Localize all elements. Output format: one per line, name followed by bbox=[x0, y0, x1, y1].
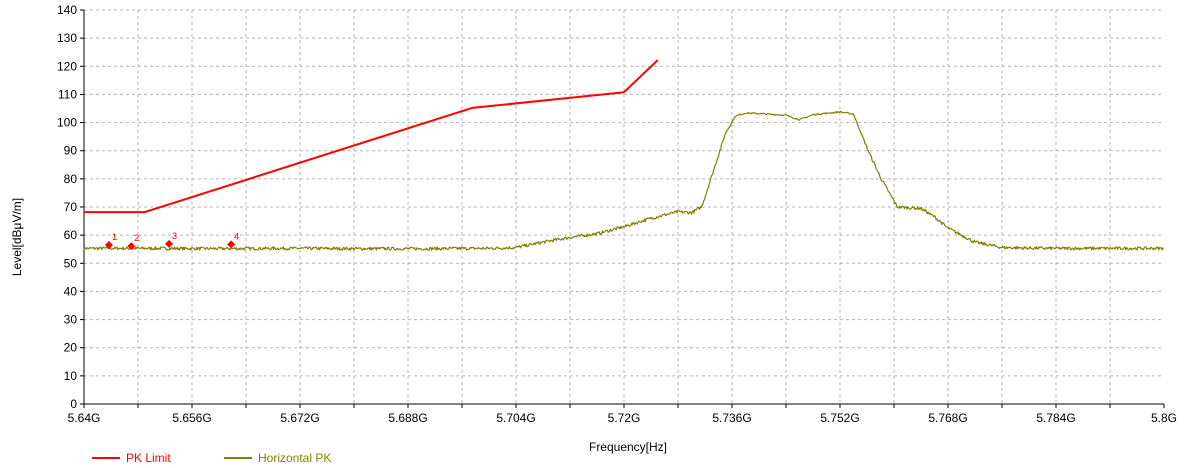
y-tick-label: 110 bbox=[58, 87, 77, 101]
y-tick-label: 30 bbox=[64, 313, 78, 327]
marker-label: 4 bbox=[234, 231, 239, 241]
marker-label: 1 bbox=[112, 232, 117, 242]
markers: 1 2 3 4 bbox=[104, 231, 239, 251]
y-tick-label: 50 bbox=[64, 256, 78, 270]
series-line-0 bbox=[84, 59, 659, 214]
marker-point bbox=[127, 242, 136, 251]
y-tick-label: 10 bbox=[64, 369, 78, 383]
y-tick-label: 120 bbox=[57, 59, 77, 73]
y-tick-label: 130 bbox=[57, 31, 77, 45]
legend-label: Horizontal PK bbox=[258, 451, 331, 465]
legend: PK Limit Horizontal PK bbox=[92, 451, 331, 465]
y-tick-label: 0 bbox=[70, 397, 77, 411]
x-tick-label: 5.72G bbox=[608, 411, 641, 425]
legend-label: PK Limit bbox=[126, 451, 171, 465]
y-tick-label: 100 bbox=[57, 116, 77, 130]
y-tick-label: 140 bbox=[57, 3, 77, 17]
marker-point bbox=[165, 239, 174, 248]
y-tick-label: 60 bbox=[64, 228, 78, 242]
marker-label: 2 bbox=[134, 233, 139, 243]
marker-point bbox=[227, 240, 236, 249]
x-axis-title: Frequency[Hz] bbox=[589, 440, 667, 454]
x-tick-label: 5.688G bbox=[388, 411, 427, 425]
x-tick-label: 5.64G bbox=[68, 411, 101, 425]
x-tick-label: 5.752G bbox=[820, 411, 859, 425]
x-tick-label: 5.768G bbox=[928, 411, 967, 425]
y-tick-label: 70 bbox=[64, 200, 78, 214]
y-tick-label: 80 bbox=[64, 172, 78, 186]
y-tick-label: 90 bbox=[64, 144, 78, 158]
y-tick-label: 40 bbox=[64, 284, 78, 298]
tick-labels: 5.64G 5.656G 5.672G 5.688G 5.704G 5.72G 5.736G… bbox=[57, 3, 1177, 425]
y-tick-label: 20 bbox=[64, 341, 78, 355]
marker-label: 3 bbox=[172, 231, 177, 241]
x-tick-label: 5.784G bbox=[1036, 411, 1075, 425]
x-tick-label: 5.656G bbox=[172, 411, 211, 425]
axes bbox=[80, 9, 1165, 408]
y-axis-title: Level[dBμV/m] bbox=[10, 198, 24, 276]
marker-point bbox=[104, 240, 113, 249]
series-line-1 bbox=[83, 110, 1165, 251]
x-tick-label: 5.8G bbox=[1151, 411, 1177, 425]
x-tick-label: 5.736G bbox=[712, 411, 751, 425]
x-tick-label: 5.704G bbox=[496, 411, 535, 425]
series-lines bbox=[83, 59, 1165, 251]
gridlines bbox=[84, 9, 1164, 404]
x-tick-label: 5.672G bbox=[280, 411, 319, 425]
